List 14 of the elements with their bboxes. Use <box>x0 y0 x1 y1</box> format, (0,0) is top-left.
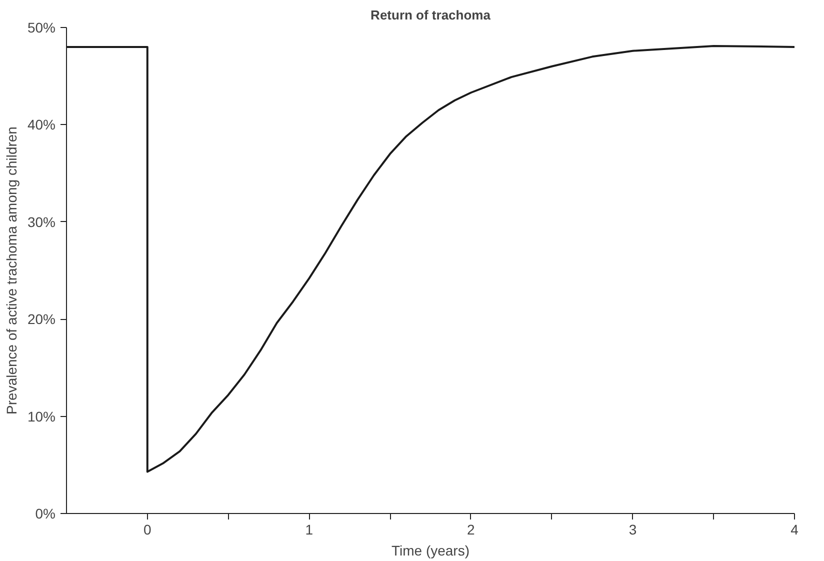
y-tick-label: 40% <box>27 116 56 133</box>
x-tick-label: 4 <box>790 522 799 538</box>
x-tick-label: 0 <box>143 522 152 538</box>
y-axis-title: Prevalence of active trachoma among children <box>3 126 20 414</box>
x-tick-label: 1 <box>305 522 314 538</box>
x-tick-label: 2 <box>467 522 476 538</box>
chart-title: Return of trachoma <box>370 8 492 22</box>
y-tick-label: 30% <box>27 214 56 230</box>
y-tick-label: 0% <box>35 506 56 522</box>
x-axis-title: Time (years) <box>391 542 470 558</box>
y-tick-label: 20% <box>27 311 56 328</box>
x-tick-label: 3 <box>628 522 637 538</box>
y-tick-label: 50% <box>27 20 56 36</box>
y-tick-label: 10% <box>27 408 56 424</box>
